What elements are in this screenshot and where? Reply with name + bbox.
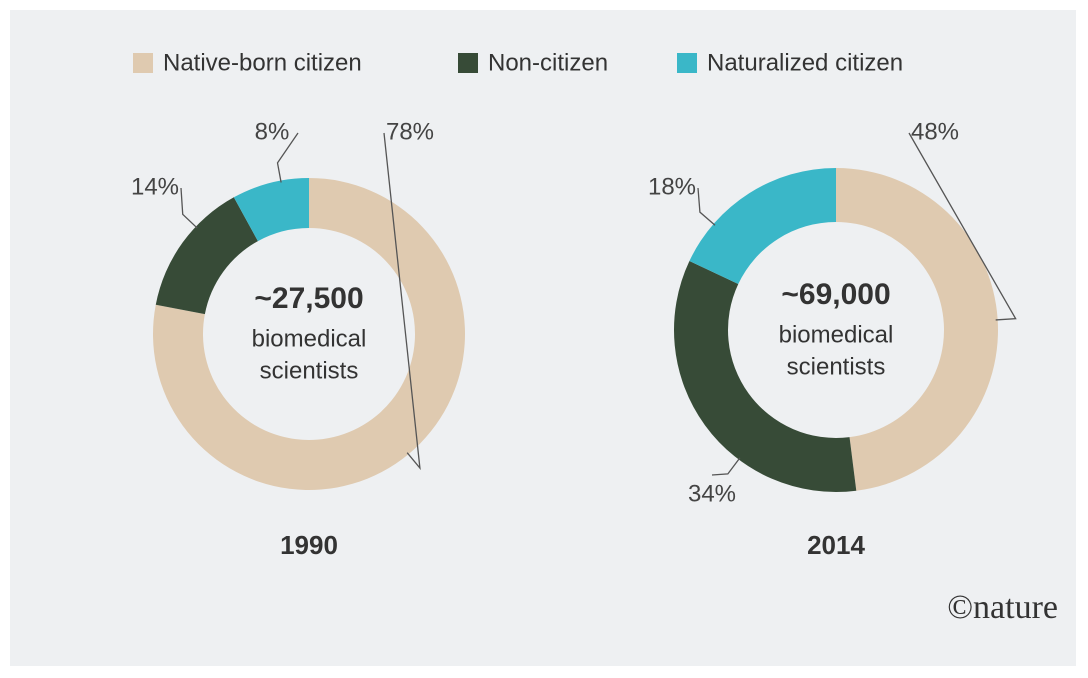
legend-swatch: [133, 53, 153, 73]
chart-title: 1990: [280, 530, 338, 560]
value-label: 34%: [688, 480, 736, 507]
chart-title: 2014: [807, 530, 865, 560]
leader-line: [276, 132, 299, 183]
value-label: 48%: [911, 118, 959, 145]
donut-segment: [674, 261, 857, 493]
center-text: scientists: [787, 353, 886, 380]
value-label: 78%: [386, 118, 434, 145]
credit: ©nature: [947, 589, 1058, 626]
donut-segment: [233, 178, 309, 242]
legend-swatch: [458, 53, 478, 73]
center-text: biomedical: [779, 321, 894, 348]
leader-line: [711, 457, 741, 476]
value-label: 18%: [648, 173, 696, 200]
donut-segment: [155, 197, 258, 315]
donut-segment: [836, 168, 999, 491]
legend-label: Native-born citizen: [163, 49, 362, 76]
center-text: biomedical: [252, 325, 367, 352]
leader-line: [697, 187, 716, 226]
leader-line: [908, 132, 1017, 321]
center-value: ~27,500: [254, 282, 363, 315]
leader-line: [180, 187, 198, 229]
donut-segment: [152, 178, 466, 491]
legend-label: Naturalized citizen: [707, 49, 903, 76]
value-label: 14%: [131, 173, 179, 200]
leader-line: [383, 132, 421, 471]
legend-label: Non-citizen: [488, 49, 608, 76]
donut-segment: [689, 167, 836, 285]
center-value: ~69,000: [781, 278, 890, 311]
legend-swatch: [677, 53, 697, 73]
center-text: scientists: [260, 357, 359, 384]
value-label: 8%: [255, 118, 290, 145]
